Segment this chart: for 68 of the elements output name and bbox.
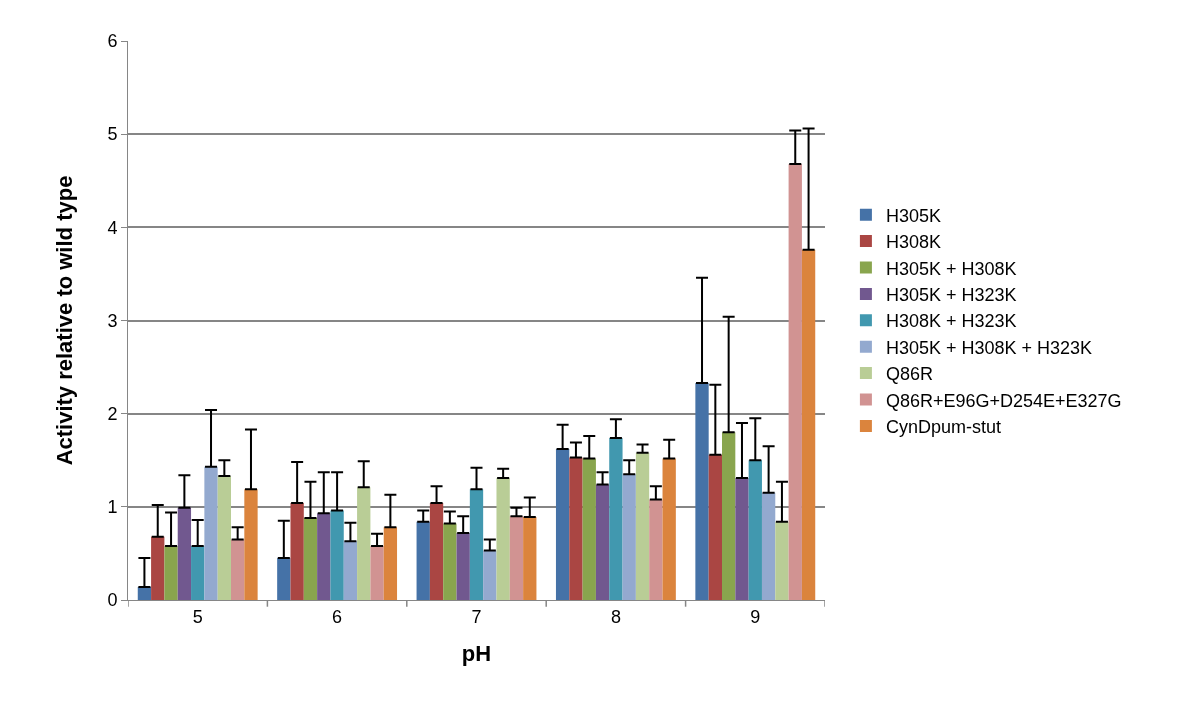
bar (555, 449, 570, 600)
bar (761, 492, 776, 600)
y-tick-label: 3 (107, 310, 118, 331)
bar (695, 382, 709, 600)
legend-label: H308K (885, 232, 941, 253)
bar (748, 460, 762, 600)
legend-label: Q86R (885, 364, 933, 385)
legend-label: H305K (885, 205, 941, 226)
bar (330, 510, 344, 600)
bar (443, 523, 457, 600)
x-tick-label: 8 (610, 606, 621, 627)
bar (708, 454, 722, 600)
bar (649, 499, 663, 600)
legend-label: H305K + H308K + H323K (885, 337, 1093, 358)
bar (662, 458, 676, 600)
x-tick-label: 7 (471, 606, 482, 627)
bar (231, 539, 245, 600)
bar (735, 477, 749, 600)
bar (722, 432, 736, 600)
y-tick-label: 0 (107, 590, 118, 611)
bar (429, 503, 444, 600)
bar (164, 545, 178, 600)
y-axis-title: Activity relative to wild type (52, 175, 78, 466)
bar (416, 521, 430, 600)
x-tick-label: 5 (192, 606, 203, 627)
bar (370, 545, 384, 600)
y-tick-label: 4 (107, 217, 118, 238)
bar (775, 521, 789, 600)
bar (609, 437, 623, 600)
bar (177, 507, 192, 600)
bar (622, 474, 636, 600)
bar (383, 527, 398, 600)
bar (635, 452, 650, 600)
bar (277, 558, 291, 600)
bar (204, 466, 218, 600)
bar (343, 541, 358, 600)
bar (801, 249, 816, 600)
bar (217, 476, 231, 600)
legend-label: CynDpum-stut (885, 416, 1001, 437)
y-tick-label: 1 (107, 497, 118, 518)
legend-label: Q86R+E96G+D254E+E327G (885, 390, 1122, 411)
bar (244, 489, 258, 600)
bar (469, 489, 484, 600)
y-tick-label: 2 (107, 403, 118, 424)
legend-label: H308K + H323K (885, 311, 1017, 332)
bar (496, 477, 510, 600)
bar (137, 586, 152, 600)
bar (569, 457, 583, 600)
bar (191, 545, 205, 600)
x-axis-title: pH (461, 641, 492, 667)
x-tick-label: 9 (750, 606, 761, 627)
bar (788, 163, 802, 600)
x-tick-label: 6 (332, 606, 343, 627)
bar (357, 487, 371, 600)
bar (303, 518, 318, 600)
bar (317, 513, 331, 600)
y-tick-label: 6 (107, 31, 118, 52)
bar (483, 550, 497, 600)
bar (456, 532, 470, 600)
bar (582, 458, 596, 600)
bar (595, 484, 610, 600)
bar (509, 516, 524, 600)
bar (151, 536, 165, 600)
legend-label: H305K + H308K (885, 258, 1017, 279)
legend-label: H305K + H323K (885, 284, 1017, 305)
bar (290, 503, 304, 600)
bar (523, 517, 537, 600)
y-tick-label: 5 (107, 124, 118, 145)
